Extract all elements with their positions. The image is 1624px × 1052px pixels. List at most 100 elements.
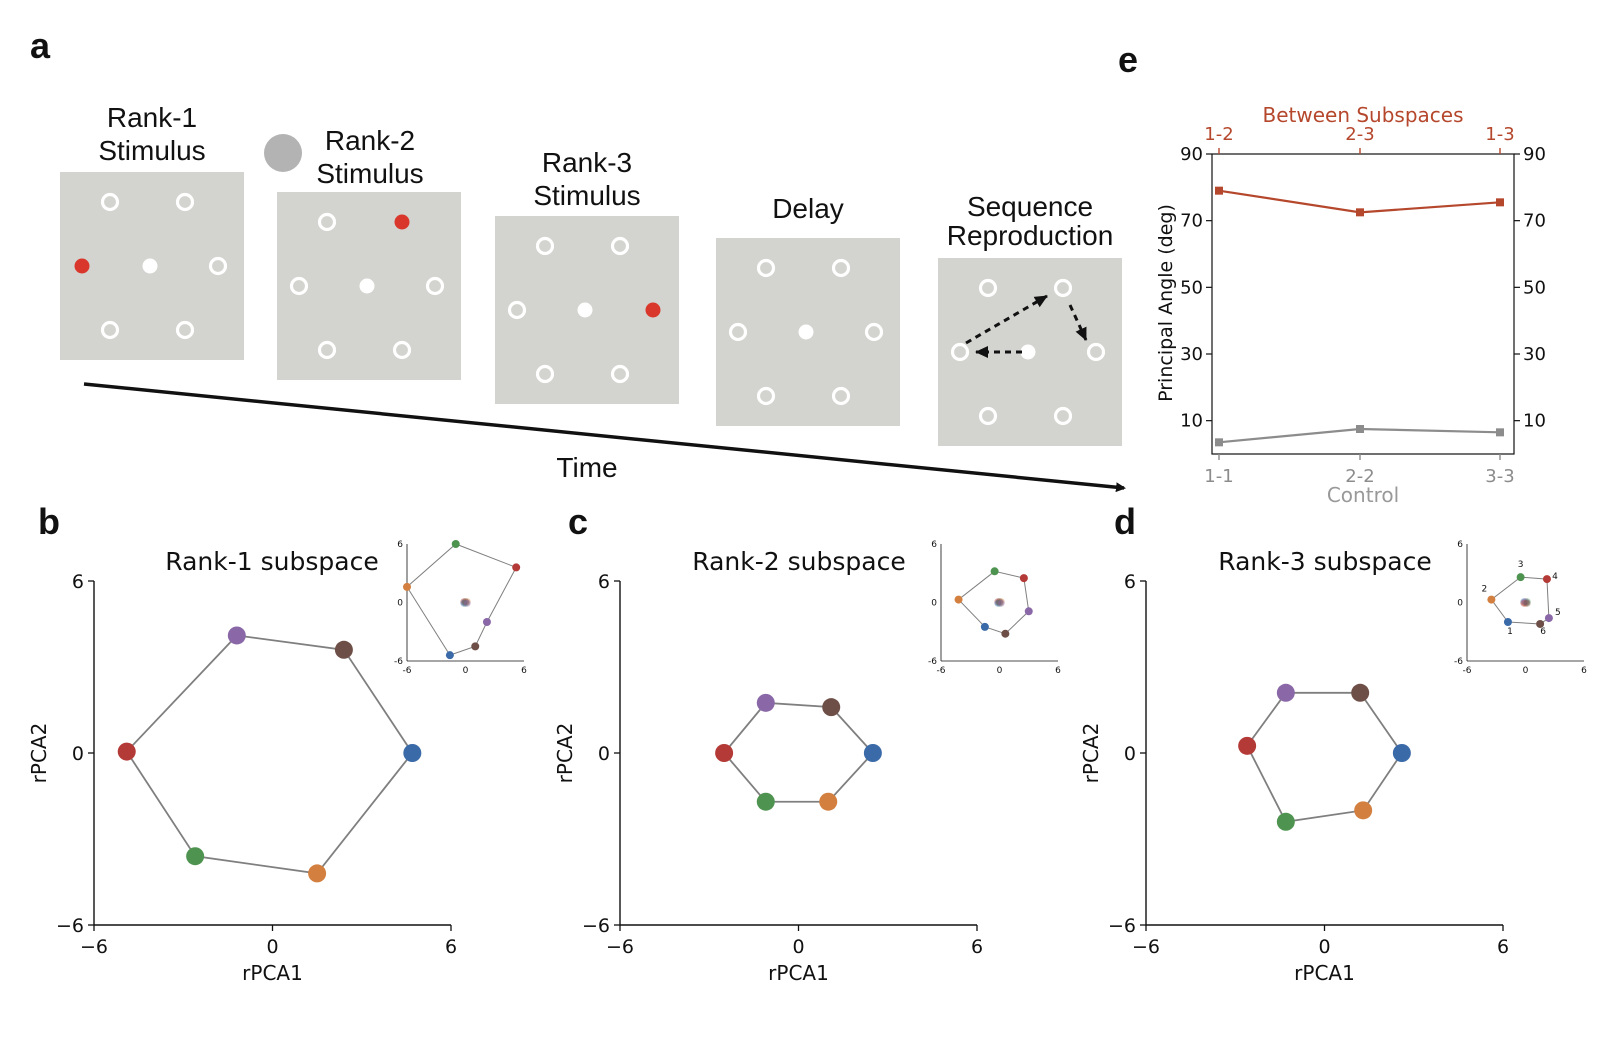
target-ring (864, 322, 884, 342)
condition-point (1276, 683, 1295, 702)
y-tick-label: 0 (1124, 743, 1136, 765)
inset-center-point (463, 598, 471, 606)
target-ring (317, 340, 337, 360)
y-axis-title: Principal Angle (deg) (1155, 204, 1177, 402)
x-tick-label: 0 (792, 936, 804, 958)
y-tick-label: 6 (1124, 571, 1136, 593)
bottom-category-label: 2-2 (1345, 466, 1374, 487)
target-ring (175, 320, 195, 340)
x-tick-label: 6 (971, 936, 983, 958)
target-ring (610, 236, 630, 256)
y-tick-label: 30 (1180, 344, 1203, 365)
sequence-reproduction-screen: Sequence Reproduction (938, 191, 1122, 446)
y-tick-label: 0 (72, 743, 84, 765)
dashed-arrow (965, 294, 1048, 345)
condition-point (1351, 683, 1370, 702)
x-tick-label: 6 (445, 936, 457, 958)
fixation-dot (359, 278, 375, 294)
inset-y-tick-label: -6 (1454, 657, 1463, 667)
inset-point (482, 618, 491, 626)
inset-point (1019, 574, 1028, 583)
y-tick-label: 6 (72, 571, 84, 593)
reproduction-arrows (965, 294, 1088, 358)
inset-x-tick-label: 6 (1581, 666, 1587, 676)
inset-point (954, 595, 963, 604)
inset-center-point (997, 598, 1005, 606)
target-ring (756, 258, 776, 278)
y-tick-label-right: 30 (1523, 344, 1546, 365)
inset-center-point (997, 599, 1005, 607)
target-ring (1086, 342, 1106, 362)
inset-x-tick-label: 0 (997, 666, 1003, 676)
condition-point (715, 744, 734, 762)
target-ring (289, 276, 309, 296)
inset-x-tick-label: 0 (1523, 666, 1529, 676)
inset-point (1487, 595, 1496, 604)
subspace-title: Rank-1 subspace (165, 547, 378, 576)
y-tick-label-right: 50 (1523, 277, 1546, 298)
target-ring (507, 300, 527, 320)
subspace-title: Rank-3 subspace (1218, 547, 1431, 576)
condition-point (227, 626, 246, 645)
x-axis-label: rPCA1 (242, 961, 303, 985)
inset-y-tick-label: 6 (397, 540, 403, 550)
principal-angle-chart: Between Subspaces Control Principal Angl… (1155, 103, 1546, 507)
subspace-plot: −6−6 0 0 6 6 rPCA1 rPCA2 Rank-2 subspace -6-6 0 0 6… (553, 540, 1061, 985)
condition-point (756, 792, 775, 811)
inset-y-tick-label: 0 (397, 599, 403, 609)
target-ring (392, 340, 412, 360)
panel-letter-d: d (1114, 501, 1136, 542)
panel-letter-e: e (1118, 39, 1138, 80)
inset-point (1544, 614, 1553, 623)
inset-point-label: 4 (1552, 572, 1558, 582)
delay-screen: Delay (716, 193, 900, 426)
inset-point (1503, 618, 1512, 626)
stimulus-screen-rank-1: Rank-1 Stimulus (60, 102, 244, 360)
condition-point (1354, 801, 1373, 820)
condition-point (1276, 812, 1295, 831)
series-marker (1496, 198, 1504, 207)
cued-target-dot (74, 258, 90, 274)
subspace-plot: −6−6 0 0 6 6 rPCA1 rPCA2 Rank-3 subspace -6-6 0 0 6… (1079, 540, 1587, 985)
condition-polygon (125, 634, 414, 875)
condition-point (308, 864, 327, 883)
panel-letter-a: a (30, 25, 51, 66)
inset-point (512, 563, 521, 572)
y-tick-label: 10 (1180, 411, 1203, 432)
target-ring (950, 342, 970, 362)
cued-target-dot (645, 302, 661, 318)
plot-frame (1211, 153, 1515, 455)
fixation-dot (142, 258, 158, 274)
target-ring (175, 192, 195, 212)
x-tick-label: −6 (606, 936, 634, 958)
inset-point (445, 651, 454, 660)
inset-center-point (460, 599, 468, 607)
inset-center-point (1523, 599, 1531, 607)
target-ring (317, 212, 337, 232)
condition-point (186, 847, 205, 866)
y-tick-label: 0 (598, 743, 610, 765)
panel-letter-c: c (568, 501, 588, 542)
inset-x-tick-label: 0 (463, 666, 469, 676)
y-axis-label: rPCA2 (1079, 723, 1103, 784)
inset-point (1516, 573, 1525, 582)
inset-center-point (462, 599, 469, 607)
target-ring (728, 322, 748, 342)
stimulus-title-line: Reproduction (947, 220, 1114, 251)
condition-point (822, 698, 841, 717)
condition-point (334, 640, 353, 659)
inset-point (451, 540, 460, 548)
y-tick-label: 70 (1180, 211, 1203, 232)
inset-x-tick-label: -6 (937, 666, 946, 676)
inset-center-point (1523, 598, 1531, 606)
series-marker (1356, 208, 1364, 217)
top-category-label: 1-3 (1485, 124, 1514, 145)
inset-point-label: 5 (1555, 608, 1561, 618)
target-ring (535, 364, 555, 384)
time-label: Time (556, 452, 617, 483)
condition-point (1238, 736, 1257, 755)
inset-center-point (1520, 599, 1528, 607)
inset-y-tick-label: -6 (394, 657, 403, 667)
inset-plot: -6-6 0 0 6 6 (394, 540, 527, 676)
